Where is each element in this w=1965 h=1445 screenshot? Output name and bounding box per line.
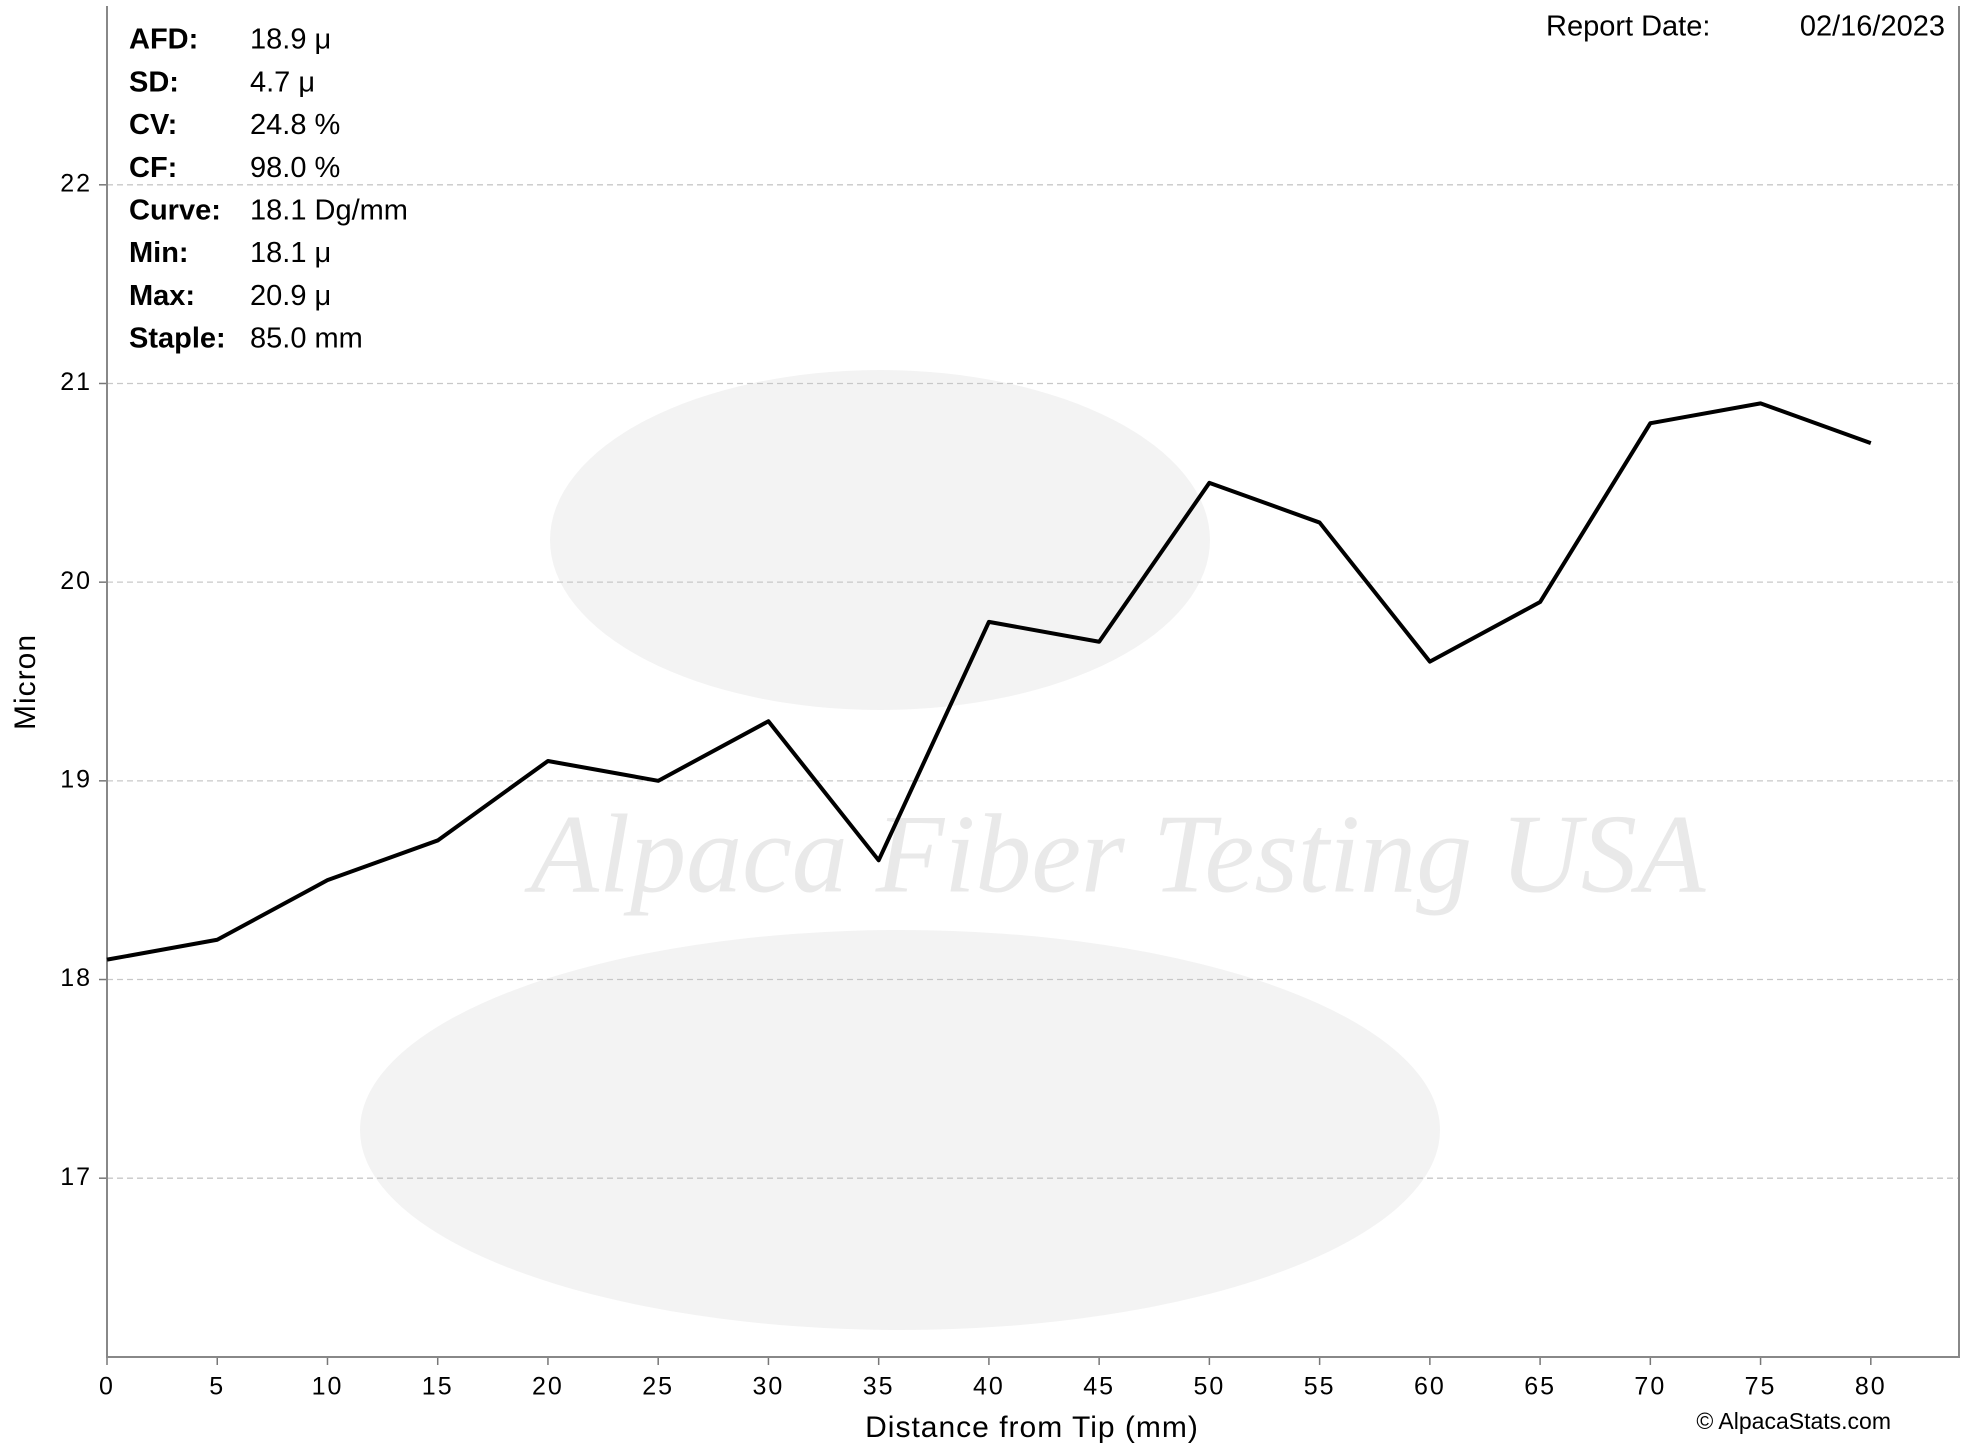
x-tick-label: 40 — [973, 1373, 1005, 1401]
stat-value: 98.0 % — [250, 152, 340, 184]
stat-label: CF: — [129, 152, 177, 184]
x-tick-label: 30 — [753, 1373, 785, 1401]
stat-value: 18.1 Dg/mm — [250, 194, 408, 226]
x-axis-title: Distance from Tip (mm) — [865, 1411, 1199, 1444]
watermark-text: Alpaca Fiber Testing USA — [524, 793, 1706, 917]
x-tick-label: 80 — [1855, 1373, 1887, 1401]
watermark-body — [550, 370, 1210, 710]
y-tick-label: 19 — [60, 765, 92, 793]
stat-label: Curve: — [129, 194, 221, 226]
watermark-rock — [360, 930, 1440, 1330]
stat-value: 24.8 % — [250, 109, 340, 141]
x-tick-label: 75 — [1745, 1373, 1777, 1401]
x-tick-label: 10 — [312, 1373, 344, 1401]
x-tick-label: 15 — [422, 1373, 454, 1401]
copyright: © AlpacaStats.com — [1696, 1408, 1891, 1434]
report-date: 02/16/2023 — [1800, 11, 1945, 43]
stat-label: Max: — [129, 280, 195, 312]
y-axis-title: Micron — [9, 634, 42, 730]
x-tick-label: 45 — [1083, 1373, 1115, 1401]
x-tick-label: 20 — [532, 1373, 564, 1401]
chart: Alpaca Fiber Testing USA Distance from T… — [0, 0, 1965, 1445]
report-date-label: Report Date: — [1546, 11, 1710, 43]
stat-value: 18.9 μ — [250, 24, 331, 56]
x-tick-label: 65 — [1524, 1373, 1556, 1401]
y-tick-label: 17 — [60, 1163, 92, 1191]
stat-value: 18.1 μ — [250, 237, 331, 269]
stat-value: 20.9 μ — [250, 280, 331, 312]
stat-value: 85.0 mm — [250, 323, 363, 355]
y-tick-label: 20 — [60, 567, 92, 595]
x-tick-label: 5 — [209, 1373, 225, 1401]
stat-value: 4.7 μ — [250, 66, 315, 98]
x-tick-label: 55 — [1304, 1373, 1336, 1401]
y-tick-label: 22 — [60, 169, 92, 197]
y-tick-label: 18 — [60, 964, 92, 992]
y-tick-label: 21 — [60, 368, 92, 396]
x-tick-label: 50 — [1193, 1373, 1225, 1401]
stat-label: Min: — [129, 237, 189, 269]
stat-label: AFD: — [129, 24, 198, 56]
x-tick-label: 0 — [99, 1373, 115, 1401]
stat-label: CV: — [129, 109, 177, 141]
stat-label: Staple: — [129, 323, 226, 355]
x-tick-label: 35 — [863, 1373, 895, 1401]
stat-label: SD: — [129, 66, 179, 98]
x-tick-label: 60 — [1414, 1373, 1446, 1401]
x-tick-label: 25 — [642, 1373, 674, 1401]
x-tick-label: 70 — [1634, 1373, 1666, 1401]
